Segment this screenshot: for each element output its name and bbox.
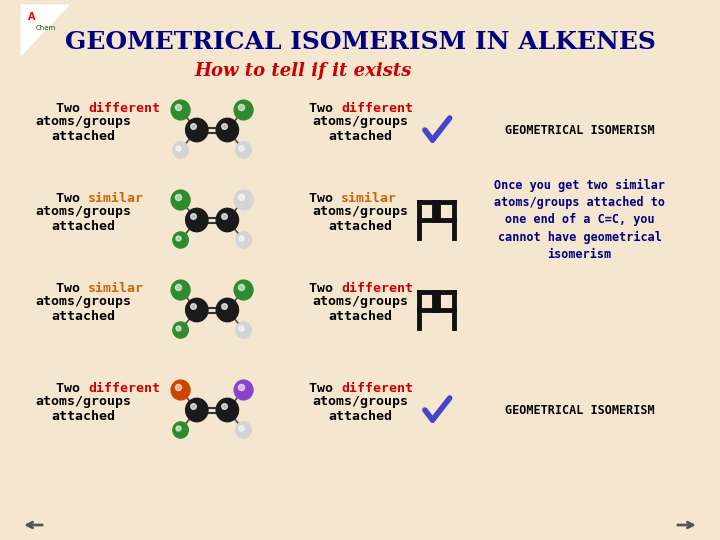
Circle shape xyxy=(173,322,189,338)
Text: attached: attached xyxy=(51,219,115,233)
Text: different: different xyxy=(341,281,413,294)
Text: Two: Two xyxy=(309,102,341,114)
Text: Two: Two xyxy=(309,381,341,395)
Text: attached: attached xyxy=(328,219,392,233)
Text: similar: similar xyxy=(88,192,144,205)
Text: atoms/groups: atoms/groups xyxy=(35,295,131,308)
Circle shape xyxy=(173,422,189,438)
Circle shape xyxy=(216,118,238,141)
Text: attached: attached xyxy=(328,409,392,422)
Circle shape xyxy=(171,280,190,300)
Text: atoms/groups: atoms/groups xyxy=(35,395,131,408)
Circle shape xyxy=(216,298,238,322)
Circle shape xyxy=(234,280,253,300)
Text: GEOMETRICAL ISOMERISM: GEOMETRICAL ISOMERISM xyxy=(505,403,654,416)
Circle shape xyxy=(171,380,190,400)
Text: Two: Two xyxy=(56,192,88,205)
Text: different: different xyxy=(88,381,160,395)
Circle shape xyxy=(216,208,238,232)
Text: atoms/groups: atoms/groups xyxy=(312,295,408,308)
Text: Once you get two similar
atoms/groups attached to
one end of a C=C, you
cannot h: Once you get two similar atoms/groups at… xyxy=(494,179,665,261)
Text: Two: Two xyxy=(56,102,88,114)
Circle shape xyxy=(186,118,208,141)
Text: different: different xyxy=(88,102,160,114)
Text: How to tell if it exists: How to tell if it exists xyxy=(194,62,411,80)
Text: A: A xyxy=(28,12,35,22)
Text: atoms/groups: atoms/groups xyxy=(312,206,408,219)
Circle shape xyxy=(186,399,208,422)
Text: different: different xyxy=(341,381,413,395)
Circle shape xyxy=(173,232,189,248)
Text: Two: Two xyxy=(309,281,341,294)
Circle shape xyxy=(186,298,208,322)
Text: GEOMETRICAL ISOMERISM IN ALKENES: GEOMETRICAL ISOMERISM IN ALKENES xyxy=(65,30,655,54)
Circle shape xyxy=(216,399,238,422)
Text: atoms/groups: atoms/groups xyxy=(35,116,131,129)
Text: Two: Two xyxy=(309,192,341,205)
Text: atoms/groups: atoms/groups xyxy=(312,395,408,408)
Text: similar: similar xyxy=(88,281,144,294)
Text: different: different xyxy=(341,102,413,114)
Polygon shape xyxy=(21,5,69,55)
Circle shape xyxy=(236,142,251,158)
Text: attached: attached xyxy=(328,309,392,322)
Circle shape xyxy=(234,100,253,120)
Circle shape xyxy=(236,322,251,338)
Text: similar: similar xyxy=(341,192,397,205)
Text: Two: Two xyxy=(56,281,88,294)
Text: Two: Two xyxy=(56,381,88,395)
Circle shape xyxy=(171,100,190,120)
Text: atoms/groups: atoms/groups xyxy=(312,116,408,129)
Text: GEOMETRICAL ISOMERISM: GEOMETRICAL ISOMERISM xyxy=(505,124,654,137)
Text: attached: attached xyxy=(51,309,115,322)
Text: attached: attached xyxy=(51,130,115,143)
Circle shape xyxy=(171,190,190,210)
Circle shape xyxy=(234,380,253,400)
Text: attached: attached xyxy=(51,409,115,422)
Circle shape xyxy=(236,422,251,438)
Text: Chem: Chem xyxy=(35,25,55,31)
Circle shape xyxy=(173,142,189,158)
Circle shape xyxy=(186,208,208,232)
Text: atoms/groups: atoms/groups xyxy=(35,206,131,219)
Circle shape xyxy=(234,190,253,210)
Text: attached: attached xyxy=(328,130,392,143)
Circle shape xyxy=(236,232,251,248)
